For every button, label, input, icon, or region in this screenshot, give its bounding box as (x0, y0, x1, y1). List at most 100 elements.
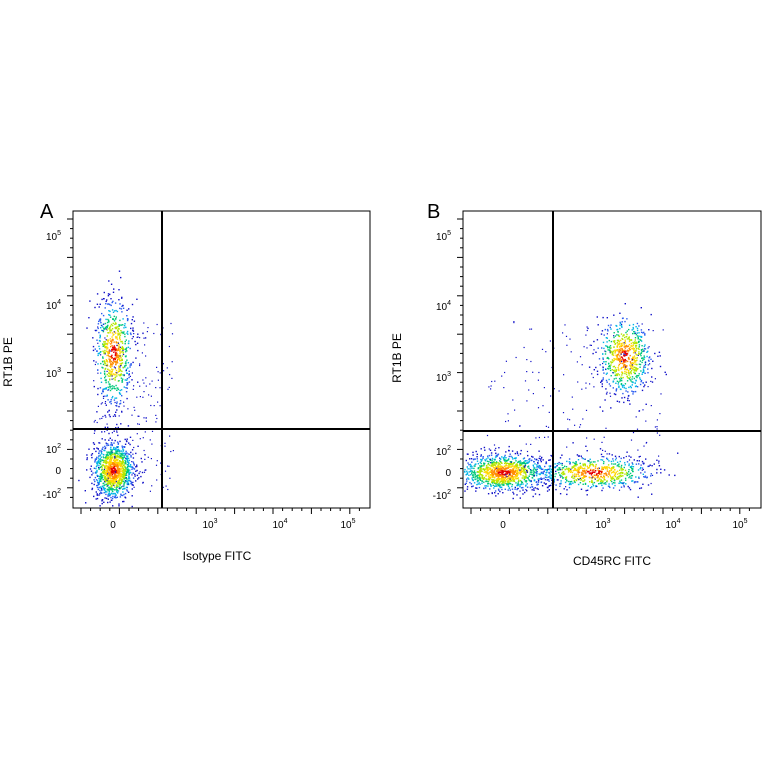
event-dot (126, 452, 128, 454)
event-dot (464, 483, 466, 485)
event-dot (118, 289, 120, 291)
event-dot (108, 432, 110, 435)
event-dot (123, 462, 125, 464)
event-dot (568, 483, 571, 486)
event-dot (487, 455, 489, 457)
event-dot (120, 464, 123, 467)
event-dot (525, 470, 528, 472)
event-dot (511, 450, 514, 452)
event-dot (132, 484, 134, 486)
event-dot (126, 440, 128, 443)
event-dot (497, 480, 499, 482)
event-dot (117, 356, 119, 358)
event-dot (603, 436, 605, 438)
event-dot (537, 479, 540, 482)
event-dot (504, 458, 506, 461)
event-dot (501, 456, 503, 458)
event-dot (618, 472, 620, 475)
event-dot (108, 303, 110, 305)
event-dot (568, 458, 571, 460)
event-dot (118, 324, 120, 326)
event-dot (133, 333, 135, 335)
event-dot (121, 379, 123, 382)
event-dot (527, 465, 530, 467)
event-dot (116, 477, 119, 479)
event-dot (538, 371, 540, 374)
event-dot (574, 424, 576, 426)
event-dot (481, 474, 483, 477)
event-dot (535, 437, 537, 439)
event-dot (125, 472, 127, 475)
event-dot (107, 493, 110, 495)
event-dot (160, 462, 162, 464)
event-dot (566, 480, 568, 482)
event-dot (623, 334, 625, 336)
event-dot (485, 485, 487, 487)
event-dot (514, 488, 516, 490)
event-dot (124, 480, 127, 482)
event-dot (112, 466, 115, 468)
event-dot (652, 360, 654, 362)
event-dot (624, 354, 626, 356)
event-dot (579, 467, 582, 470)
event-dot (116, 402, 118, 405)
event-dot (611, 471, 614, 473)
event-dot (634, 332, 637, 334)
event-dot (546, 469, 548, 471)
event-dot (109, 472, 111, 474)
event-dot (117, 463, 120, 465)
event-dot (618, 386, 620, 389)
event-dot (542, 472, 544, 475)
event-dot (620, 475, 623, 477)
event-dot (518, 479, 520, 481)
event-dot (616, 354, 618, 357)
event-dot (102, 471, 105, 474)
event-dot (127, 367, 129, 369)
event-dot (138, 477, 140, 479)
event-dot (487, 467, 489, 469)
event-dot (102, 357, 104, 359)
event-dot (511, 470, 514, 473)
event-dot (635, 463, 638, 465)
event-dot (513, 321, 515, 323)
event-dot (620, 345, 622, 347)
event-dot (127, 457, 130, 459)
event-dot (640, 331, 643, 333)
event-dot (487, 457, 489, 459)
event-dot (115, 327, 117, 329)
event-dot (644, 362, 647, 364)
event-dot (572, 408, 574, 410)
event-dot (555, 484, 557, 486)
event-dot (117, 387, 119, 389)
event-dot (509, 473, 511, 475)
event-dot (606, 372, 608, 374)
event-dot (484, 485, 486, 487)
event-dot (139, 438, 141, 440)
event-dot (618, 463, 620, 465)
event-dot (470, 483, 473, 485)
event-dot (615, 390, 617, 392)
event-dot (128, 373, 130, 375)
event-dot (125, 369, 127, 371)
event-dot (488, 464, 491, 466)
event-dot (118, 299, 120, 301)
event-dot (595, 473, 598, 476)
event-dot (510, 455, 512, 458)
event-dot (122, 307, 125, 309)
event-dot (100, 327, 102, 329)
event-dot (508, 472, 511, 474)
event-dot (499, 468, 501, 470)
event-dot (564, 481, 567, 484)
event-dot (107, 324, 109, 327)
event-dot (632, 326, 634, 329)
event-dot (117, 426, 119, 429)
event-dot (116, 338, 119, 340)
event-dot (104, 481, 106, 483)
event-dot (523, 462, 525, 465)
event-dot (118, 333, 120, 336)
event-dot (615, 374, 618, 377)
event-dot (610, 347, 612, 349)
event-dot (97, 457, 100, 459)
event-dot (641, 371, 644, 374)
